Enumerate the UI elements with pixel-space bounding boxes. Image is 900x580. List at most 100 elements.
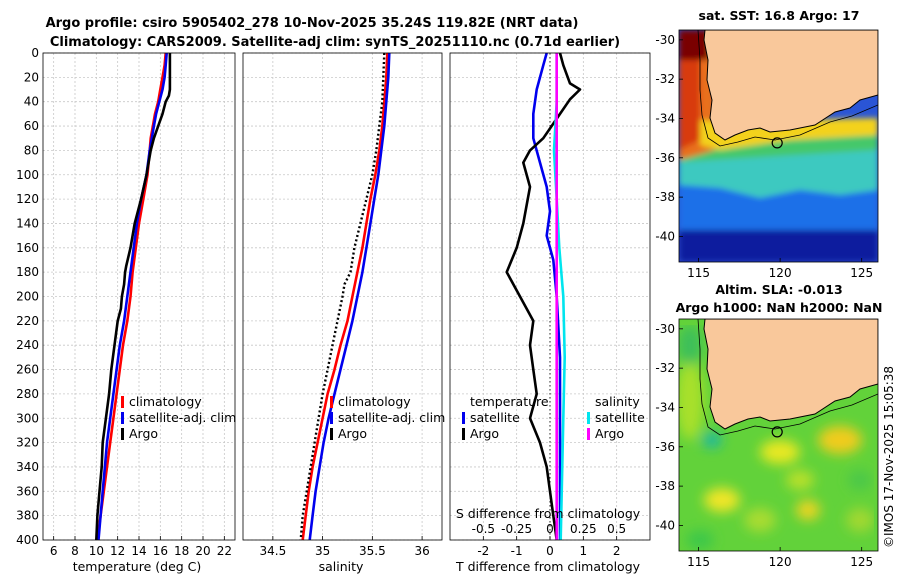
sst-map-title: sat. SST: 16.8 Argo: 17 xyxy=(699,8,860,23)
diff-xtick-label: 2 xyxy=(613,544,621,558)
sst-map-ticks: 115 120 125 -30 -32 -34 -36 -38 -40 xyxy=(655,33,873,280)
diff-legend-swatch-s-satellite xyxy=(587,412,590,424)
temp-xtick-label: 8 xyxy=(71,544,79,558)
depth-tick-label: 300 xyxy=(16,411,39,425)
sst-map xyxy=(679,30,878,262)
sal-xtick-label: 35.5 xyxy=(359,544,386,558)
sal-xtick-label: 35 xyxy=(315,544,330,558)
sla-argo-marker xyxy=(771,426,783,438)
diff-xtick-label: -2 xyxy=(477,544,489,558)
temp-xtick-label: 6 xyxy=(50,544,58,558)
sal-xtick-label: 36 xyxy=(414,544,429,558)
depth-tick-label: 140 xyxy=(16,216,39,230)
sla-xtick-label: 125 xyxy=(850,555,873,569)
sst-argo-marker xyxy=(771,137,783,149)
temp-xtick-label: 12 xyxy=(110,544,125,558)
depth-tick-label: 260 xyxy=(16,363,39,377)
sla-map-ticks: 115 120 125 -30 -32 -34 -36 -38 -40 xyxy=(655,322,873,569)
temperature-xlabel: temperature (deg C) xyxy=(73,559,202,574)
imos-timestamp: ©IMOS 17-Nov-2025 15:05:38 xyxy=(882,366,896,548)
depth-tick-label: 160 xyxy=(16,241,39,255)
depth-tick-label: 340 xyxy=(16,460,39,474)
salinity-legend: climatology satellite-adj. clim Argo xyxy=(330,394,445,441)
temp-xtick-label: 20 xyxy=(195,544,210,558)
temp-xtick-label: 10 xyxy=(89,544,104,558)
depth-tick-label: 240 xyxy=(16,338,39,352)
legend-climatology: climatology xyxy=(129,394,202,409)
diff-legend-salinity-header: salinity xyxy=(595,394,640,409)
diff-top-xtick-label: 0 xyxy=(546,522,554,536)
depth-tick-label: 40 xyxy=(24,95,39,109)
temp-xtick-label: 18 xyxy=(174,544,189,558)
depth-tick-label: 100 xyxy=(16,168,39,182)
sst-xtick-label: 120 xyxy=(769,266,792,280)
diff-top-xtick-label: 0.5 xyxy=(607,522,626,536)
sst-ytick-label: -34 xyxy=(655,111,675,125)
diff-series-t-argo xyxy=(505,52,582,541)
sst-ytick-label: -40 xyxy=(655,229,675,243)
sla-ytick-label: -36 xyxy=(655,440,675,454)
sst-ytick-label: -38 xyxy=(655,190,675,204)
diff-xtick-label: 0 xyxy=(546,544,554,558)
diff-legend-s-satellite: satellite xyxy=(595,410,645,425)
sal-legend-swatch-argo xyxy=(330,428,333,440)
temp-xtick-label: 22 xyxy=(217,544,232,558)
sla-map-title-line1: Altim. SLA: -0.013 xyxy=(715,282,842,297)
depth-tick-label: 280 xyxy=(16,387,39,401)
legend-swatch-argo xyxy=(121,428,124,440)
depth-tick-label: 380 xyxy=(16,509,39,523)
legend-argo: Argo xyxy=(129,426,158,441)
diff-legend-t-satellite: satellite xyxy=(470,410,520,425)
depth-tick-label: 60 xyxy=(24,119,39,133)
sal-legend-climatology: climatology xyxy=(338,394,411,409)
diff-legend-temperature-header: temperature xyxy=(470,394,549,409)
figure-title-line1: Argo profile: csiro 5905402_278 10-Nov-2… xyxy=(46,16,579,31)
sla-ytick-label: -40 xyxy=(655,518,675,532)
diff-legend-t-argo: Argo xyxy=(470,426,499,441)
depth-tick-label: 80 xyxy=(24,143,39,157)
sla-ytick-label: -32 xyxy=(655,361,675,375)
temperature-legend: climatology satellite-adj. clim Argo xyxy=(121,394,236,441)
sal-legend-argo: Argo xyxy=(338,426,367,441)
sst-xtick-label: 115 xyxy=(687,266,710,280)
figure-title-line2: Climatology: CARS2009. Satellite-adj cli… xyxy=(50,35,620,50)
sst-xtick-label: 125 xyxy=(850,266,873,280)
diff-series-s-satellite xyxy=(552,53,566,541)
diff-top-xtick-label: -0.25 xyxy=(501,522,532,536)
legend-swatch-climatology xyxy=(121,396,124,408)
legend-satellite-adj: satellite-adj. clim xyxy=(129,410,236,425)
sal-legend-satellite-adj: satellite-adj. clim xyxy=(338,410,445,425)
sal-legend-swatch-satellite xyxy=(330,412,333,424)
diff-top-xtick-label: -0.5 xyxy=(472,522,495,536)
temp-series-argo xyxy=(95,53,172,541)
sla-map-title-line2: Argo h1000: NaN h2000: NaN xyxy=(676,300,883,315)
sla-isobath xyxy=(697,319,878,436)
diff-legend-s-argo: Argo xyxy=(595,426,624,441)
difference-top-axis-label: S difference from climatology xyxy=(456,506,641,521)
sal-frame xyxy=(242,52,443,541)
diff-legend-swatch-t-argo xyxy=(462,428,465,440)
sla-map xyxy=(679,319,878,551)
depth-tick-label: 360 xyxy=(16,484,39,498)
sla-map-frame xyxy=(678,318,879,552)
depth-tick-label: 400 xyxy=(16,533,39,547)
depth-tick-label: 220 xyxy=(16,314,39,328)
depth-tick-label: 0 xyxy=(31,46,39,60)
sal-xtick-label: 34.5 xyxy=(259,544,286,558)
sla-ytick-label: -38 xyxy=(655,479,675,493)
sla-ytick-label: -34 xyxy=(655,400,675,414)
depth-tick-label: 180 xyxy=(16,265,39,279)
diff-xtick-label: -1 xyxy=(511,544,523,558)
sst-isobath xyxy=(697,30,878,147)
sal-series-climatology xyxy=(301,52,389,541)
difference-legend: temperature satellite Argo salinity sate… xyxy=(462,394,645,441)
sst-land xyxy=(703,30,878,141)
diff-series-t-satellite xyxy=(532,52,562,540)
sla-ytick-label: -30 xyxy=(655,322,675,336)
diff-legend-swatch-s-argo xyxy=(587,428,590,440)
diff-top-xtick-label: 0.25 xyxy=(570,522,597,536)
sal-series-argo xyxy=(299,52,386,541)
sal-legend-swatch-climatology xyxy=(330,396,333,408)
depth-tick-label: 120 xyxy=(16,192,39,206)
